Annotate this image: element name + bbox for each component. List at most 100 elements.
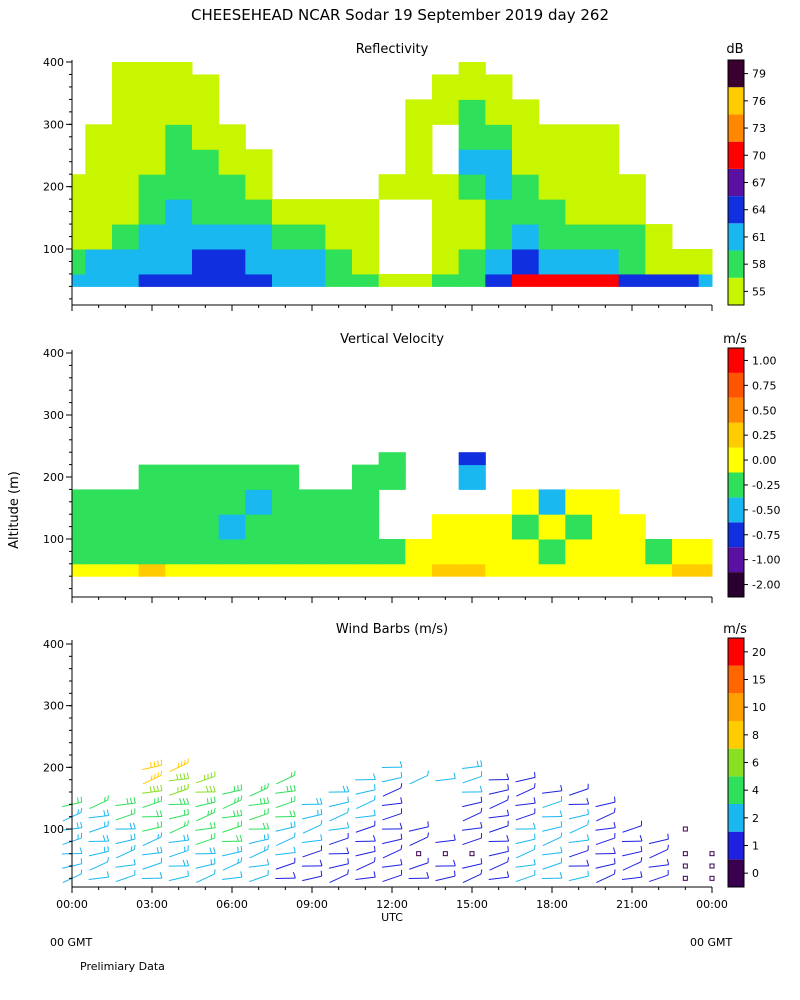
- colorbar-label: 15: [752, 674, 766, 687]
- heatmap-cell: [645, 563, 673, 577]
- wind-barb-staff: [435, 839, 456, 844]
- wind-barb-staff: [569, 824, 588, 834]
- heatmap-cell: [512, 124, 540, 150]
- colorbar-swatch: [728, 547, 744, 573]
- colorbar-label: 6: [752, 757, 759, 770]
- wind-barb-staff: [409, 836, 428, 847]
- heatmap-cell: [165, 273, 193, 287]
- wind-barb-feather: [293, 846, 296, 853]
- wind-barb-feather: [587, 808, 589, 815]
- wind-barb-feather: [400, 771, 403, 778]
- heatmap-cell: [112, 149, 140, 175]
- heatmap-cell: [698, 273, 713, 287]
- wind-barb-feather: [207, 810, 210, 816]
- wind-barb-staff: [195, 837, 215, 846]
- heatmap-cell: [352, 539, 380, 565]
- heatmap-cell: [672, 249, 700, 275]
- wind-barb-staff: [88, 814, 109, 819]
- heatmap-cell: [485, 149, 513, 175]
- heatmap-cell: [458, 249, 486, 275]
- wind-barb-feather: [126, 798, 129, 805]
- heatmap-cell: [138, 62, 166, 75]
- wind-barb-staff: [275, 851, 296, 856]
- wind-barb-staff: [329, 811, 348, 822]
- wind-barb-feather: [613, 821, 616, 828]
- heatmap-cell: [512, 249, 540, 275]
- colorbar-swatch: [728, 831, 744, 860]
- wind-barb-feather: [210, 797, 213, 803]
- wind-barb-feather: [613, 807, 616, 813]
- heatmap-cell: [592, 563, 620, 577]
- wind-barb-feather: [157, 772, 160, 778]
- wind-barb-feather: [587, 870, 589, 877]
- heatmap-cell: [645, 224, 673, 250]
- wind-barb-feather: [453, 772, 456, 779]
- heatmap-cell: [618, 224, 646, 250]
- heatmap-cell: [272, 563, 300, 577]
- heatmap-cell: [378, 174, 406, 200]
- wind-barb-feather: [240, 809, 243, 816]
- wind-barb-staff: [568, 875, 589, 882]
- wind-barb-staff: [622, 861, 642, 871]
- reflectivity-field: [72, 62, 713, 287]
- wind-barb-staff: [595, 801, 616, 808]
- wind-barb-staff: [222, 825, 242, 833]
- reflectivity-colorbar: 55 58 61 64 67 70 73 76 79: [727, 59, 766, 306]
- wind-barb-feather: [453, 834, 456, 841]
- y-tick-label: 200: [43, 761, 64, 774]
- heatmap-cell: [245, 464, 273, 490]
- wind-barb-feather: [212, 847, 216, 854]
- heatmap-cell: [165, 563, 193, 577]
- wind-barb-feather: [560, 832, 563, 838]
- heatmap-cell: [405, 174, 433, 200]
- heatmap-cell: [618, 539, 646, 565]
- heatmap-cell: [592, 124, 620, 150]
- heatmap-cell: [432, 74, 460, 100]
- wind-barb-staff: [409, 862, 429, 870]
- wind-barb-feather: [342, 785, 346, 793]
- wind-barb-staff: [596, 873, 615, 884]
- heatmap-cell: [218, 249, 246, 275]
- heatmap-cell: [138, 514, 166, 540]
- heatmap-cell: [138, 249, 166, 275]
- wind-barb-feather: [373, 784, 376, 790]
- heatmap-cell: [298, 249, 326, 275]
- wind-barb-feather: [400, 833, 403, 840]
- heatmap-cell: [538, 224, 566, 250]
- heatmap-cell: [165, 199, 193, 225]
- colorbar-label: 70: [752, 149, 766, 162]
- heatmap-cell: [432, 563, 460, 577]
- heatmap-cell: [458, 563, 486, 577]
- colorbar-label: 0.50: [752, 404, 777, 417]
- heatmap-cell: [592, 224, 620, 250]
- wind-barb-feather: [103, 810, 106, 816]
- heatmap-cell: [138, 489, 166, 515]
- y-tick-label: 300: [43, 700, 64, 713]
- colorbar-swatch: [728, 87, 744, 115]
- wind-barb-feather: [209, 847, 213, 854]
- heatmap-cell: [485, 124, 513, 150]
- wind-barb-staff: [142, 790, 162, 794]
- heatmap-cell: [485, 99, 513, 125]
- wind-barb-feather: [319, 798, 323, 805]
- heatmap-cell: [192, 199, 220, 225]
- wind-barb-staff: [435, 777, 456, 782]
- wind-barb-feather: [320, 820, 323, 825]
- heatmap-cell: [458, 199, 486, 225]
- colorbar-label: -0.75: [752, 529, 780, 542]
- wind-barb-staff: [462, 811, 482, 822]
- wind-barb-feather: [559, 810, 563, 817]
- y-tick-label: 200: [43, 471, 64, 484]
- heatmap-cell: [512, 174, 540, 200]
- heatmap-cell: [165, 62, 193, 75]
- wind-barb-staff: [275, 790, 296, 794]
- x-tick-label: 09:00: [296, 898, 328, 911]
- wind-barb-staff: [328, 827, 349, 831]
- wind-barb-feather: [586, 798, 590, 805]
- heatmap-cell: [72, 514, 86, 540]
- heatmap-cell: [538, 124, 566, 150]
- heatmap-cell: [592, 514, 620, 540]
- wind-barb-staff: [276, 836, 295, 847]
- wind-barb-feather: [346, 847, 350, 854]
- heatmap-cell: [378, 464, 406, 490]
